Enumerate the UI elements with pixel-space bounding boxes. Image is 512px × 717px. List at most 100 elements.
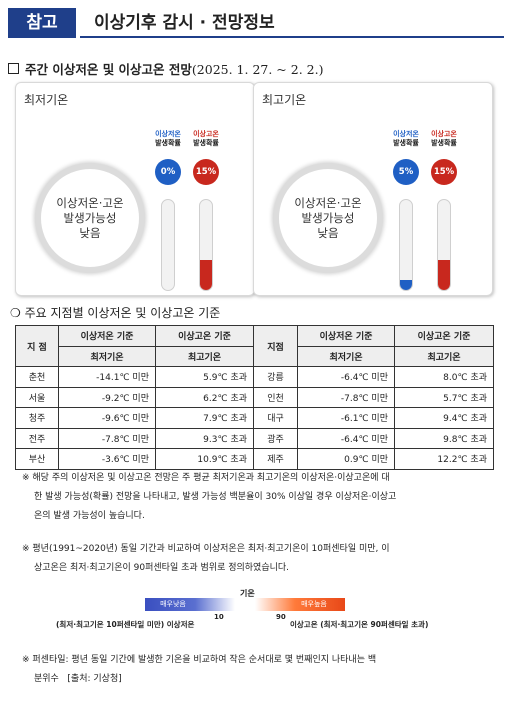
scale-tick-90: 90 [276, 613, 286, 621]
station-cell: 부산 [15, 448, 59, 470]
high-thermometer [199, 199, 213, 291]
high-label-1: 이상고온 [193, 130, 219, 138]
high-label-2: 발생확률 [431, 139, 457, 147]
high-thermometer-fill [438, 260, 450, 290]
header-high: 이상고온 기준 [155, 325, 254, 347]
high-cell: 5.9℃ 초과 [155, 366, 254, 388]
low-label-1: 이상저온 [393, 130, 419, 138]
header-low-2: 이상저온 기준 [297, 325, 395, 347]
circle-line-2: 발생가능성 [301, 210, 355, 225]
likelihood-circle: 이상저온·고온 발생가능성 낮음 [41, 169, 139, 267]
panel-min-temp: 최저기온 이상저온·고온 발생가능성 낮음 이상저온 발생확률 이상고온 발생확률 0%… [15, 82, 255, 296]
high-prob-label: 이상고온 발생확률 [188, 130, 224, 148]
scale-title: 기온 [240, 589, 255, 598]
subheader-high: 최고기온 [155, 345, 254, 367]
high-prob-dot: 15% [431, 159, 457, 185]
note-1-line-1: ※ 해당 주의 이상저온 및 이상고온 전망은 주 평균 최저기온과 최고기온의… [22, 473, 390, 483]
circle-line-3: 낮음 [317, 225, 339, 240]
weekly-heading-text: 주간 이상저온 및 이상고온 전망 [25, 62, 192, 77]
note-3-line-2: 분위수 [출처: 기상청] [34, 674, 122, 684]
high-cell: 9.3℃ 초과 [155, 427, 254, 449]
low-prob-label: 이상저온 발생확률 [388, 130, 424, 148]
low-cell: 0.9℃ 미만 [297, 448, 395, 470]
high-label-2: 발생확률 [193, 139, 219, 147]
high-cell: 12.2℃ 초과 [394, 448, 494, 470]
scale-left-segment: 매우낮음 [160, 600, 186, 608]
panel-title: 최저기온 [24, 93, 69, 107]
table-row: 춘천 -14.1℃ 미만 5.9℃ 초과 강릉 -6.4℃ 미만 8.0℃ 초과 [15, 366, 494, 388]
station-cell: 청주 [15, 407, 59, 429]
criteria-heading: ❍ 주요 지점별 이상저온 및 이상고온 기준 [10, 304, 220, 321]
low-label-2: 발생확률 [393, 139, 419, 147]
weekly-heading: 주간 이상저온 및 이상고온 전망(2025. 1. 27. ~ 2. 2.) [8, 59, 323, 78]
high-label-1: 이상고온 [431, 130, 457, 138]
subheader-low: 최저기온 [58, 345, 156, 367]
low-thermometer [399, 199, 413, 291]
station-cell: 춘천 [15, 366, 59, 388]
note-1-line-2: 한 발생 가능성(확률) 전망을 나타내고, 발생 가능성 백분율이 30% 이… [34, 492, 397, 502]
scale-right-caption: 이상고온 (최저·최고기온 90퍼센타일 초과) [290, 620, 429, 629]
panel-max-temp: 최고기온 이상저온·고온 발생가능성 낮음 이상저온 발생확률 이상고온 발생확률 5%… [253, 82, 493, 296]
subheader-high-2: 최고기온 [394, 345, 494, 367]
note-2-line-2: 상고온은 최저·최고기온이 90퍼센타일 초과 범위로 정의하였습니다. [34, 563, 290, 573]
note-3: ※ 퍼센타일: 평년 동일 기간에 발생한 기온을 비교하여 작은 순서대로 몇… [22, 651, 502, 689]
weekly-heading-period: (2025. 1. 27. ~ 2. 2.) [191, 62, 324, 77]
header-station: 지 점 [15, 325, 59, 367]
subheader-low-2: 최저기온 [297, 345, 395, 367]
scale-right-segment: 매우높음 [301, 600, 327, 608]
note-2-line-1: ※ 평년(1991~2020년) 동일 기간과 비교하여 이상저온은 최저·최고… [22, 544, 390, 554]
criteria-heading-text: 주요 지점별 이상저온 및 이상고온 기준 [24, 306, 221, 320]
criteria-table: 지 점 이상저온 기준 이상고온 기준 지점 이상저온 기준 이상고온 기준 최… [15, 325, 494, 470]
low-thermometer-fill [400, 280, 412, 290]
station-cell: 서울 [15, 386, 59, 408]
low-cell: -7.8℃ 미만 [58, 427, 156, 449]
station-cell: 인천 [253, 386, 298, 408]
circle-line-2: 발생가능성 [63, 210, 117, 225]
high-cell: 9.4℃ 초과 [394, 407, 494, 429]
low-cell: -14.1℃ 미만 [58, 366, 156, 388]
station-cell: 광주 [253, 427, 298, 449]
low-cell: -6.4℃ 미만 [297, 366, 395, 388]
page-title: 이상기후 감시 · 전망정보 [80, 8, 504, 38]
low-cell: -3.6℃ 미만 [58, 448, 156, 470]
likelihood-circle: 이상저온·고온 발생가능성 낮음 [279, 169, 377, 267]
high-cell: 10.9℃ 초과 [155, 448, 254, 470]
square-bullet-icon [8, 63, 19, 74]
scale-left-caption: (최저·최고기온 10퍼센타일 미만) 이상저온 [56, 620, 195, 629]
low-prob-dot: 0% [155, 159, 181, 185]
table-row: 청주 -9.6℃ 미만 7.9℃ 초과 대구 -6.1℃ 미만 9.4℃ 초과 [15, 407, 494, 429]
high-cell: 5.7℃ 초과 [394, 386, 494, 408]
low-prob-label: 이상저온 발생확률 [150, 130, 186, 148]
high-cell: 6.2℃ 초과 [155, 386, 254, 408]
high-cell: 7.9℃ 초과 [155, 407, 254, 429]
panel-title: 최고기온 [262, 93, 307, 107]
station-cell: 대구 [253, 407, 298, 429]
table-row: 전주 -7.8℃ 미만 9.3℃ 초과 광주 -6.4℃ 미만 9.8℃ 초과 [15, 427, 494, 449]
circle-line-3: 낮음 [79, 225, 101, 240]
header-low: 이상저온 기준 [58, 325, 156, 347]
low-cell: -9.2℃ 미만 [58, 386, 156, 408]
high-cell: 8.0℃ 초과 [394, 366, 494, 388]
high-prob-dot: 15% [193, 159, 219, 185]
low-label-2: 발생확률 [155, 139, 181, 147]
table-row: 부산 -3.6℃ 미만 10.9℃ 초과 제주 0.9℃ 미만 12.2℃ 초과 [15, 448, 494, 470]
low-cell: -6.1℃ 미만 [297, 407, 395, 429]
low-prob-dot: 5% [393, 159, 419, 185]
high-thermometer-fill [200, 260, 212, 290]
station-cell: 전주 [15, 427, 59, 449]
note-1: ※ 해당 주의 이상저온 및 이상고온 전망은 주 평균 최저기온과 최고기온의… [22, 469, 502, 526]
scale-bar [145, 598, 345, 611]
high-thermometer [437, 199, 451, 291]
header-high-2: 이상고온 기준 [394, 325, 494, 347]
header-tag: 참고 [8, 8, 76, 38]
low-cell: -9.6℃ 미만 [58, 407, 156, 429]
station-cell: 제주 [253, 448, 298, 470]
low-label-1: 이상저온 [155, 130, 181, 138]
scale-tick-10: 10 [214, 613, 224, 621]
header-station-2: 지점 [253, 325, 298, 367]
low-cell: -6.4℃ 미만 [297, 427, 395, 449]
station-cell: 강릉 [253, 366, 298, 388]
note-3-line-1: ※ 퍼센타일: 평년 동일 기간에 발생한 기온을 비교하여 작은 순서대로 몇… [22, 655, 377, 665]
hollow-bullet-icon: ❍ [10, 306, 21, 320]
table-header-row: 지 점 이상저온 기준 이상고온 기준 지점 이상저온 기준 이상고온 기준 [15, 325, 494, 367]
